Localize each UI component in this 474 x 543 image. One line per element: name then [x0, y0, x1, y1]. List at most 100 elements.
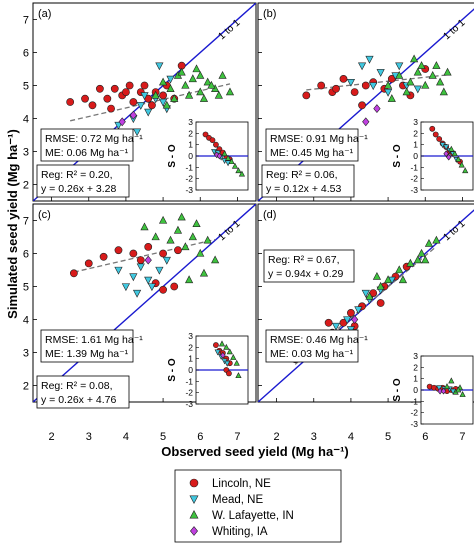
x-tick-label: 2 [49, 431, 55, 443]
point-mead-ne [132, 289, 142, 298]
point-mead-ne [395, 62, 404, 71]
inset-y-tick-label: 1 [413, 140, 418, 150]
panel-label: (b) [263, 8, 276, 20]
point-w-lafayette-in [398, 275, 408, 284]
point-w-lafayette-in [173, 225, 183, 234]
inset-y-tick-label: 3 [188, 117, 193, 127]
x-tick-label: 6 [422, 431, 428, 443]
point-w-lafayette-in [185, 90, 194, 99]
point-w-lafayette-in [181, 80, 190, 89]
point-mead-ne [144, 276, 153, 285]
inset-y-tick-label: 2 [413, 362, 418, 372]
point-lincoln-ne [332, 84, 340, 93]
inset-y-tick-label: 2 [188, 342, 193, 352]
point-mead-ne [331, 322, 341, 331]
point-w-lafayette-in [158, 215, 168, 224]
point-w-lafayette-in [140, 222, 149, 231]
inset-residual-plot: 32 10-1 -2-3 S - O [392, 117, 474, 195]
inset-point-lincoln-ne [202, 131, 209, 138]
inset-y-tick-label: 0 [413, 151, 418, 161]
point-mead-ne [114, 121, 123, 130]
inset-point-whiting-ia [216, 152, 223, 160]
x-tick-label: 4 [348, 431, 354, 443]
x-tick-label: 6 [197, 431, 203, 443]
point-lincoln-ne [114, 246, 123, 255]
legend-box [174, 469, 342, 543]
inset-point-lincoln-ne [213, 342, 219, 348]
panel-b: 1 to 1(b)RMSE: 0.91 Mg ha⁻¹ME: 0.45 Mg h… [257, 2, 474, 202]
point-lincoln-ne [159, 285, 167, 294]
point-lincoln-ne [144, 242, 153, 251]
inset-point-w-lafayette-in [228, 158, 235, 165]
inset-point-w-lafayette-in [448, 377, 455, 384]
point-whiting-ia [351, 315, 359, 324]
point-lincoln-ne [110, 84, 119, 93]
point-lincoln-ne [66, 98, 75, 106]
point-lincoln-ne [103, 94, 112, 103]
point-lincoln-ne [129, 249, 138, 258]
point-lincoln-ne [376, 299, 385, 307]
y-tick-label: 4 [23, 315, 29, 327]
legend-label-lincoln-ne: Lincoln, NE [212, 478, 271, 490]
point-mead-ne [129, 273, 138, 282]
point-mead-ne [365, 55, 374, 64]
x-tick-label: 7 [234, 431, 240, 443]
inset-y-tick-label: -1 [185, 376, 193, 386]
inset-point-w-lafayette-in [224, 154, 232, 161]
stats-line-2: ME: 0.45 Mg ha⁻¹ [270, 147, 354, 159]
inset-point-mead-ne [443, 144, 450, 151]
inset-point-w-lafayette-in [238, 170, 246, 177]
inset-residual-plot: 32 10-1 -2-3 S - O [392, 351, 474, 429]
stats-line-1: RMSE: 0.91 Mg ha⁻¹ [270, 133, 368, 145]
y-tick-label: 4 [23, 114, 29, 126]
y-tick-label: 2 [23, 180, 29, 192]
point-w-lafayette-in [225, 87, 235, 96]
point-lincoln-ne [125, 81, 134, 90]
point-lincoln-ne [84, 259, 93, 268]
regression-stats-line-1: Reg: R² = 0.20, [41, 169, 113, 181]
point-lincoln-ne [324, 318, 333, 327]
stats-line-1: RMSE: 1.61 Mg ha⁻¹ [45, 334, 143, 346]
point-lincoln-ne [88, 101, 97, 110]
point-w-lafayette-in [203, 77, 212, 86]
x-tick-label: 7 [459, 431, 465, 443]
inset-point-mead-ne [214, 349, 221, 356]
stats-box [265, 329, 359, 363]
point-w-lafayette-in [151, 90, 160, 99]
legend-label-mead-ne: Mead, NE [212, 494, 263, 506]
point-mead-ne [354, 306, 363, 315]
point-w-lafayette-in [365, 291, 374, 300]
x-tick-label: 5 [160, 431, 166, 443]
regression-stats-line-1: Reg: R² = 0.06, [266, 169, 338, 181]
inset-y-tick-label: -3 [185, 185, 193, 195]
point-lincoln-ne [361, 81, 370, 90]
point-mead-ne [158, 98, 168, 107]
point-lincoln-ne [122, 88, 130, 96]
inset-y-tick-label: -2 [410, 174, 418, 184]
point-mead-ne [383, 88, 393, 97]
point-lincoln-ne [302, 91, 311, 100]
point-lincoln-ne [107, 104, 115, 113]
inset-y-tick-label: 2 [413, 128, 418, 138]
inset-point-lincoln-ne [436, 136, 443, 142]
inset-point-w-lafayette-in [459, 391, 466, 397]
point-w-lafayette-in [218, 70, 227, 79]
y-tick-label: 7 [23, 216, 29, 228]
point-w-lafayette-in [406, 258, 415, 267]
point-w-lafayette-in [162, 100, 171, 109]
inset-point-w-lafayette-in [235, 167, 242, 174]
point-lincoln-ne [170, 282, 179, 291]
y-tick-label: 3 [23, 147, 29, 159]
point-w-lafayette-in [413, 67, 422, 76]
point-whiting-ia [362, 117, 370, 127]
inset-y-tick-label: -3 [410, 185, 418, 195]
point-w-lafayette-in [199, 94, 209, 102]
point-lincoln-ne [358, 101, 366, 110]
point-lincoln-ne [96, 84, 104, 93]
point-w-lafayette-in [192, 64, 201, 73]
point-lincoln-ne [347, 308, 355, 317]
point-w-lafayette-in [417, 248, 426, 257]
point-lincoln-ne [99, 252, 108, 261]
point-lincoln-ne [159, 249, 167, 258]
